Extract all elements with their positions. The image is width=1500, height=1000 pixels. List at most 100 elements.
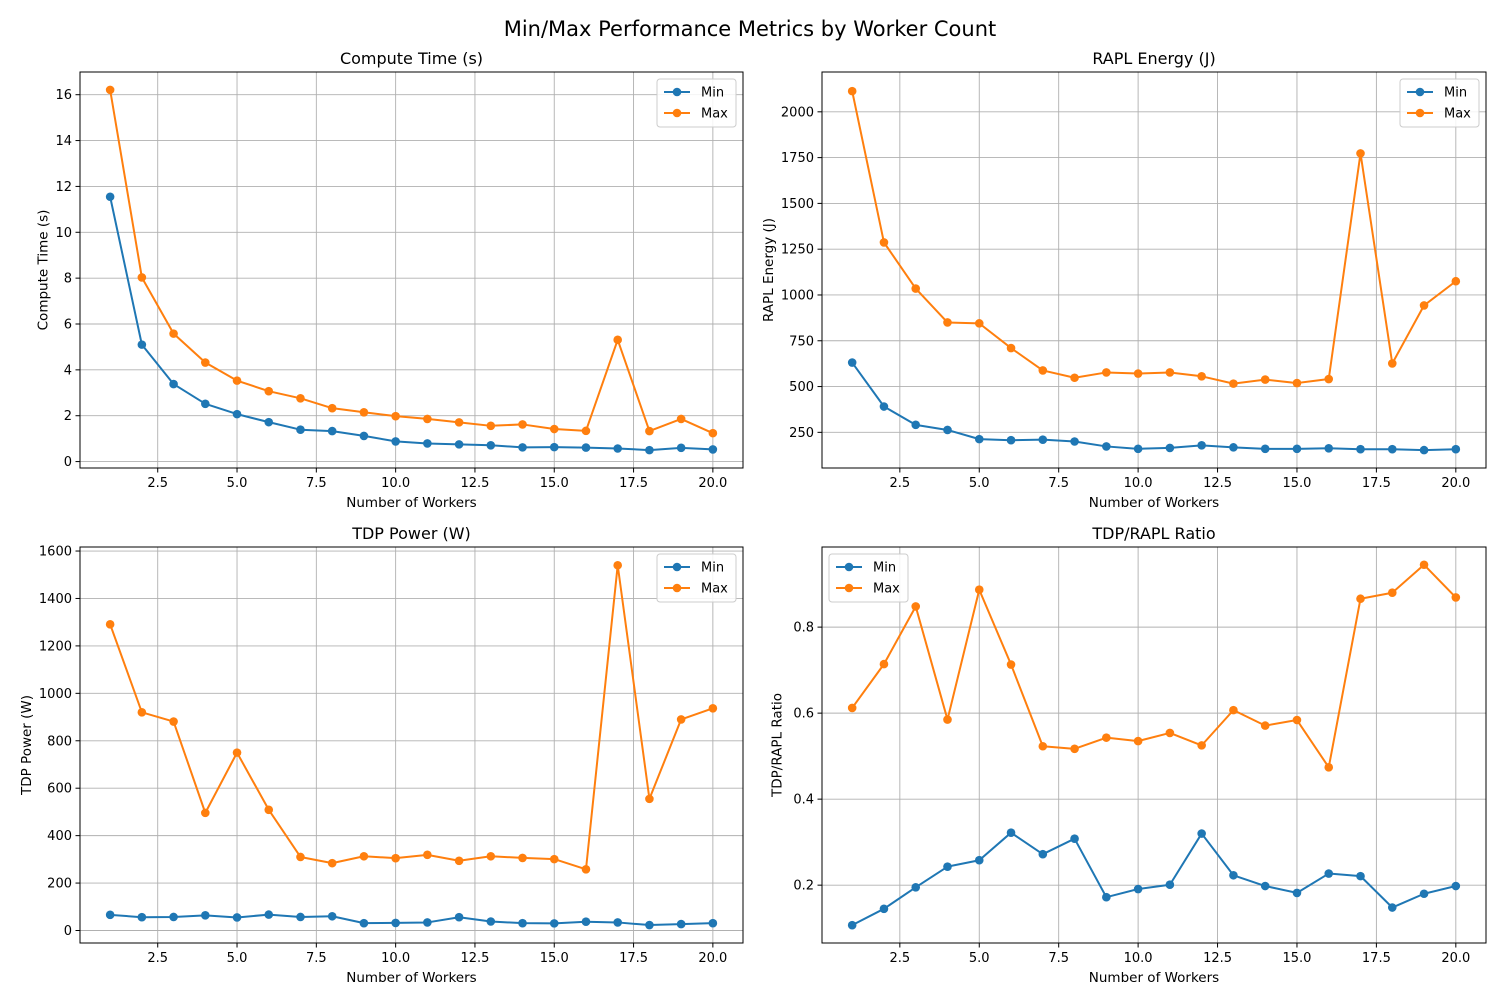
- tdp-rapl-ratio-series-max-point: [847, 703, 857, 713]
- tdp-rapl-ratio-series-min-point: [1006, 828, 1016, 837]
- tdp-power-series-min-point: [296, 912, 305, 922]
- tdp-power-y-tick-label: 1000: [39, 687, 72, 702]
- tdp-power-series-min-point: [137, 912, 147, 922]
- tdp-rapl-ratio-y-tick-label: 0.4: [793, 793, 814, 808]
- rapl-energy-series-max-point: [943, 318, 952, 327]
- compute-time-y-tick-label: 2: [64, 409, 72, 424]
- rapl-energy-series-max-point: [1260, 375, 1270, 384]
- compute-time-y-tick-label: 0: [64, 455, 72, 470]
- tdp-rapl-ratio-ylabel: TDP/RAPL Ratio: [769, 693, 785, 798]
- compute-time-series-max-point: [708, 428, 718, 438]
- tdp-power-y-tick-label: 1400: [39, 592, 72, 607]
- rapl-energy-series-max-point: [847, 86, 857, 96]
- tdp-rapl-ratio-series-min-point: [1419, 889, 1429, 899]
- tdp-power-series-max-point: [454, 856, 464, 866]
- tdp-rapl-ratio-axes-frame: [821, 546, 1487, 944]
- tdp-power-series-min-point: [549, 919, 559, 928]
- tdp-power-series-max-point: [169, 717, 178, 726]
- compute-time-series-min-point: [391, 437, 400, 446]
- tdp-rapl-ratio-x-tick-label: 12.5: [1203, 951, 1232, 966]
- compute-time-y-tick-label: 12: [55, 180, 72, 195]
- compute-time-series-min-point: [105, 192, 115, 202]
- tdp-power-series-min-point: [169, 912, 178, 922]
- tdp-rapl-ratio-y-tick-label: 0.6: [793, 707, 814, 722]
- rapl-energy-x-tick-label: 10.0: [1124, 476, 1153, 491]
- compute-time-axes-frame: [79, 71, 744, 469]
- rapl-energy-series-max-point: [1324, 374, 1334, 384]
- tdp-power-y-tick-label: 400: [47, 829, 72, 844]
- tdp-power-y-tick-label: 0: [64, 924, 72, 939]
- compute-time-series-max-point: [169, 329, 178, 338]
- rapl-energy-series-min-point: [1356, 444, 1365, 454]
- tdp-rapl-ratio-series-min-point: [1038, 849, 1048, 859]
- tdp-rapl-ratio-title: TDP/RAPL Ratio: [1091, 524, 1215, 543]
- rapl-energy-x-tick-label: 15.0: [1282, 476, 1311, 491]
- compute-time-series-min-point: [486, 440, 496, 450]
- compute-time-legend-max-label: Max: [701, 107, 728, 122]
- compute-time-x-tick-label: 7.5: [306, 476, 327, 491]
- tdp-rapl-ratio-series-max-point: [1451, 593, 1461, 602]
- tdp-rapl-ratio-series-min-point: [879, 904, 889, 914]
- tdp-rapl-ratio-series-max-point: [943, 715, 952, 724]
- rapl-energy-y-tick-label: 1750: [781, 151, 814, 166]
- panel-tdp-rapl-ratio: 2.5 5.0 7.5 10.0 12.5 15.0 17.5 20.0 0.2 0.4 0.6 0.…: [769, 524, 1487, 986]
- panel-tdp-power: 2.5 5.0 7.5 10.0 12.5 15.0 17.5 20.0 0 200 400 600 8…: [19, 524, 744, 986]
- rapl-energy-x-tick-label: 7.5: [1048, 476, 1069, 491]
- tdp-rapl-ratio-series-min-point: [1102, 892, 1111, 902]
- rapl-energy-y-tick-label: 500: [789, 380, 814, 395]
- tdp-power-series-min-point: [645, 920, 654, 930]
- rapl-energy-series-max-point: [1292, 378, 1302, 388]
- rapl-energy-y-tick-label: 1250: [781, 243, 814, 258]
- rapl-energy-series-max-point: [1070, 373, 1079, 383]
- tdp-rapl-ratio-series-max-point: [1292, 715, 1302, 725]
- tdp-rapl-ratio-x-tick-label: 15.0: [1282, 951, 1311, 966]
- compute-time-series-max-line: [109, 89, 714, 435]
- compute-time-x-tick-label: 12.5: [460, 476, 489, 491]
- rapl-energy-xlabel: Number of Workers: [1089, 495, 1219, 511]
- compute-time-series-min-point: [645, 445, 654, 455]
- rapl-energy-legend-max-label: Max: [1444, 107, 1471, 122]
- tdp-power-title: TDP Power (W): [351, 524, 471, 543]
- tdp-power-series-max-point: [201, 808, 210, 818]
- compute-time-y-tick-label: 14: [55, 134, 72, 149]
- compute-time-x-tick-label: 15.0: [540, 476, 569, 491]
- compute-time-legend-max-marker: [672, 108, 682, 118]
- tdp-rapl-ratio-series-min-point: [911, 883, 921, 892]
- rapl-energy-ylabel: RAPL Energy (J): [761, 218, 777, 322]
- compute-time-series-min-point: [264, 417, 274, 427]
- rapl-energy-series-min-point: [1133, 444, 1143, 454]
- tdp-rapl-ratio-series-max-point: [1165, 728, 1175, 738]
- rapl-energy-series-max-point: [879, 238, 889, 247]
- tdp-rapl-ratio-x-tick-label: 20.0: [1441, 951, 1470, 966]
- rapl-energy-series-max-point: [1229, 379, 1238, 388]
- compute-time-y-tick-label: 16: [55, 88, 72, 103]
- rapl-energy-series-max-point: [1133, 369, 1143, 378]
- rapl-energy-legend-min-marker: [1415, 87, 1425, 97]
- tdp-power-series-min-point: [486, 917, 496, 926]
- tdp-power-series-min-point: [454, 912, 464, 922]
- tdp-rapl-ratio-y-tick-label: 0.2: [793, 879, 814, 894]
- compute-time-x-tick-label: 2.5: [147, 476, 168, 491]
- rapl-energy-series-max-point: [1197, 371, 1206, 381]
- rapl-energy-series-max-point: [1387, 359, 1397, 368]
- tdp-power-series-min-point: [581, 917, 591, 927]
- compute-time-legend: Min Max: [656, 78, 737, 128]
- rapl-energy-series-min-point: [1197, 441, 1206, 450]
- tdp-rapl-ratio-series-min-point: [1387, 903, 1397, 912]
- compute-time-series-max-point: [359, 407, 369, 417]
- compute-time-series-max-point: [676, 414, 686, 424]
- compute-time-series-max-point: [549, 424, 559, 434]
- tdp-power-series-max-point: [549, 854, 559, 864]
- tdp-rapl-ratio-series-min-point: [1451, 881, 1461, 891]
- compute-time-series-min-line: [109, 196, 713, 452]
- tdp-power-series-min-point: [676, 919, 686, 929]
- tdp-rapl-ratio-series-min-point: [1356, 871, 1365, 881]
- tdp-power-series-max-line: [109, 564, 714, 871]
- tdp-power-series-max-point: [423, 850, 432, 860]
- tdp-power-x-tick-label: 15.0: [540, 951, 569, 966]
- tdp-power-series-max-point: [645, 794, 654, 804]
- tdp-rapl-ratio-series-max-point: [1324, 763, 1334, 772]
- panel-compute-time: 2.5 5.0 7.5 10.0 12.5 15.0 17.5 20.0 0 2 4 6 8 10 12 14…: [36, 49, 744, 511]
